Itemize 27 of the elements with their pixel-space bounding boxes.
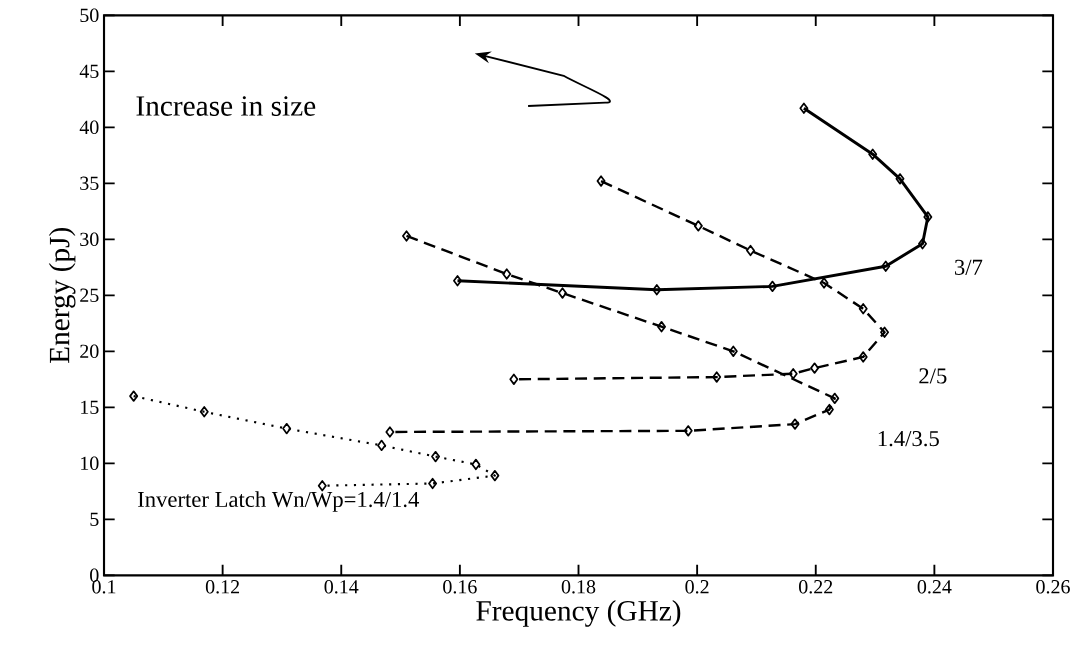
- y-tick-label: 50: [80, 8, 99, 23]
- text: 1.4/3.5: [878, 431, 939, 447]
- x-tick-label: 0.2: [685, 580, 709, 594]
- x-tick-label: 0.12: [205, 580, 240, 594]
- y-tick-label: 30: [80, 232, 99, 247]
- x-tick-label: 0.1: [92, 580, 116, 594]
- y-tick-label: 40: [79, 120, 99, 135]
- y-axis-title: Energy (pJ): [48, 228, 76, 364]
- series-label: Inverter Latch Wn/Wp=1.4/1.4: [138, 491, 420, 512]
- x-tick-label: 0.24: [917, 580, 952, 594]
- series-label: 3/7: [955, 259, 983, 275]
- annotation: Increase in size: [136, 96, 316, 116]
- y-tick-label: 5: [90, 512, 99, 526]
- x-tick-label: 0.16: [443, 580, 477, 594]
- x-tick-label: 0.14: [324, 580, 359, 594]
- y-tick-label: 25: [80, 288, 99, 303]
- y-tick-label: 10: [81, 456, 99, 471]
- x-axis-title: Frequency (GHz): [476, 600, 681, 627]
- y-tick-label: 35: [80, 176, 99, 191]
- y-tick-label: 0: [90, 568, 99, 583]
- text: 2/5: [919, 368, 947, 384]
- y-tick-label: 20: [80, 344, 99, 359]
- x-tick-label: 0.22: [799, 580, 833, 594]
- x-tick-label: 0.18: [561, 580, 596, 594]
- y-tick-label: 45: [79, 64, 99, 78]
- x-tick-label: 0.26: [1036, 580, 1070, 594]
- y-tick-label: 15: [81, 400, 99, 415]
